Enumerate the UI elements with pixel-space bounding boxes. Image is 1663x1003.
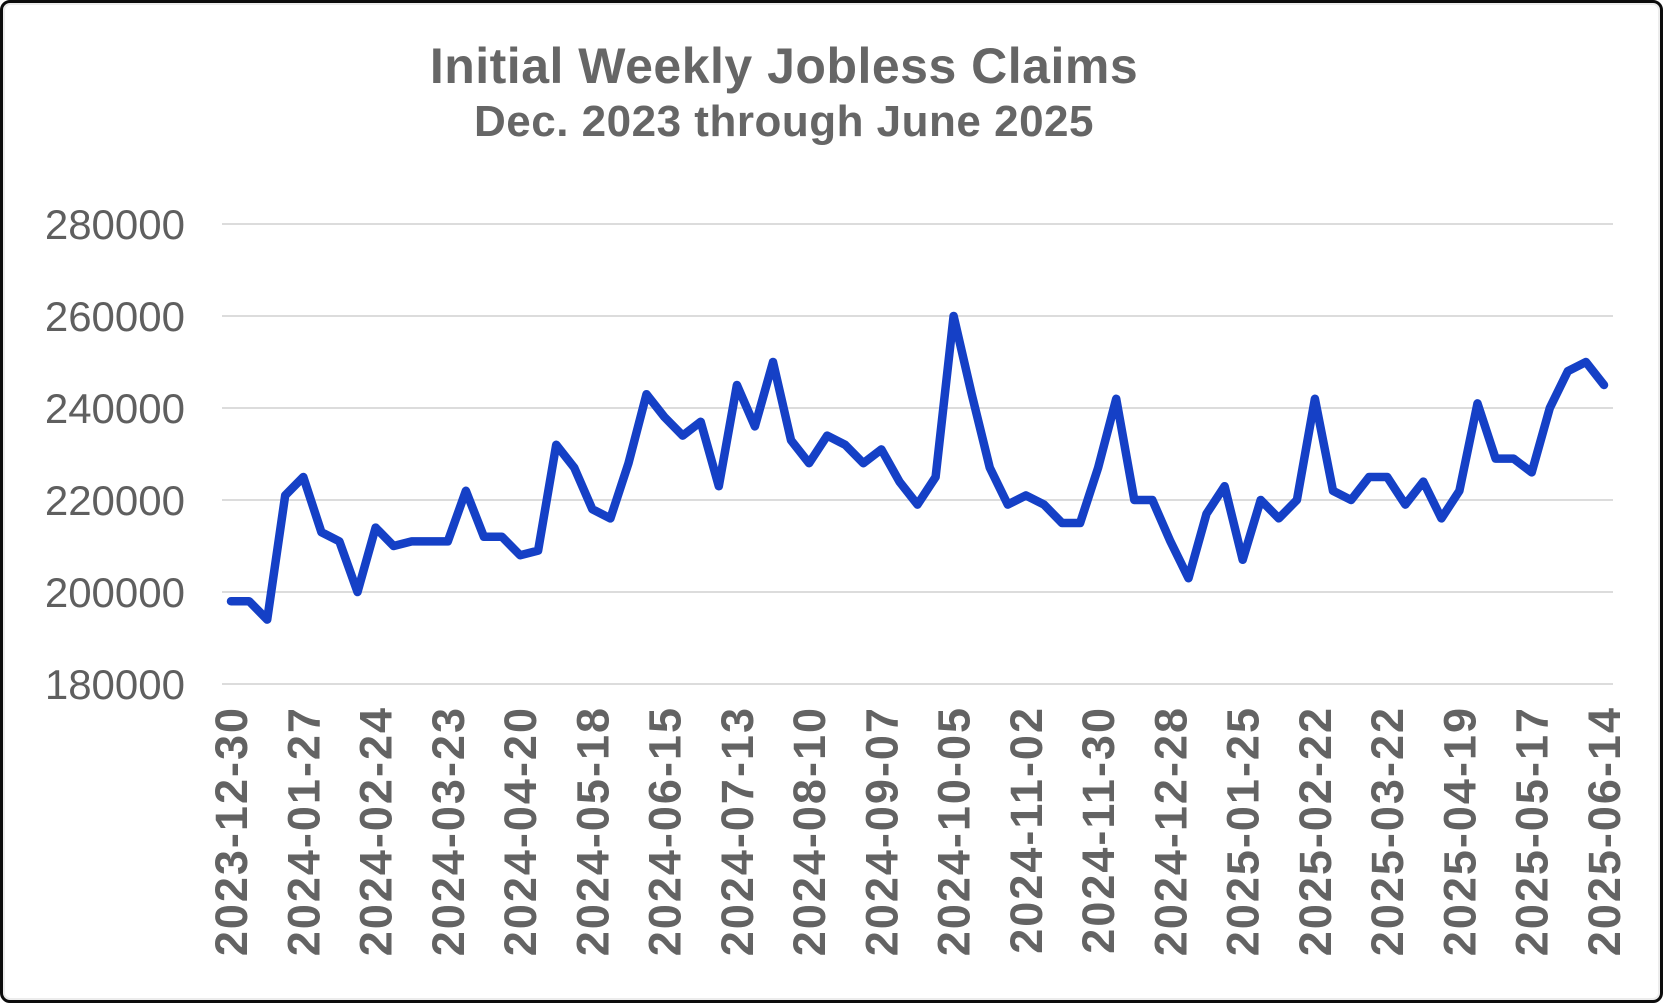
x-axis-tick-label: 2025-03-22	[1362, 706, 1413, 956]
x-axis-tick-label: 2024-07-13	[712, 706, 763, 956]
x-axis-tick-label: 2024-10-05	[929, 706, 980, 956]
x-axis-tick-label: 2024-06-15	[640, 706, 691, 956]
y-axis-tick-label: 240000	[45, 385, 185, 432]
x-axis-tick-label: 2025-01-25	[1218, 706, 1269, 956]
claims-line-series	[226, 311, 1609, 624]
jobless-claims-line-chart: 180000 200000 220000 240000 260000 280000 2023…	[45, 201, 1630, 956]
x-axis-tick-label: 2025-06-14	[1579, 706, 1630, 956]
x-axis-tick-label: 2024-05-18	[567, 706, 618, 956]
x-axis-tick-label: 2023-12-30	[206, 706, 257, 956]
x-axis-tick-label: 2024-04-20	[495, 706, 546, 956]
x-axis-tick-label: 2024-11-02	[1001, 706, 1052, 954]
y-axis-tick-label: 200000	[45, 569, 185, 616]
x-axis-tick-label: 2025-02-22	[1290, 706, 1341, 956]
y-axis-tick-label: 280000	[45, 201, 185, 248]
x-axis-tick-label: 2024-02-24	[351, 706, 402, 956]
y-axis-tick-label: 260000	[45, 293, 185, 340]
y-axis-tick-label: 180000	[45, 661, 185, 708]
y-axis-tick-label: 220000	[45, 477, 185, 524]
x-axis-tick-label: 2024-01-27	[278, 706, 329, 956]
x-axis-tick-label: 2024-03-23	[423, 706, 474, 956]
x-axis-tick-label: 2024-12-28	[1145, 706, 1196, 956]
x-axis-tick-label: 2024-09-07	[856, 706, 907, 956]
x-axis-tick-label: 2025-04-19	[1434, 706, 1485, 956]
x-axis-tick-label: 2025-05-17	[1507, 706, 1558, 956]
x-axis-tick-label: 2024-11-30	[1073, 706, 1124, 954]
x-axis-tick-label: 2024-08-10	[784, 706, 835, 956]
